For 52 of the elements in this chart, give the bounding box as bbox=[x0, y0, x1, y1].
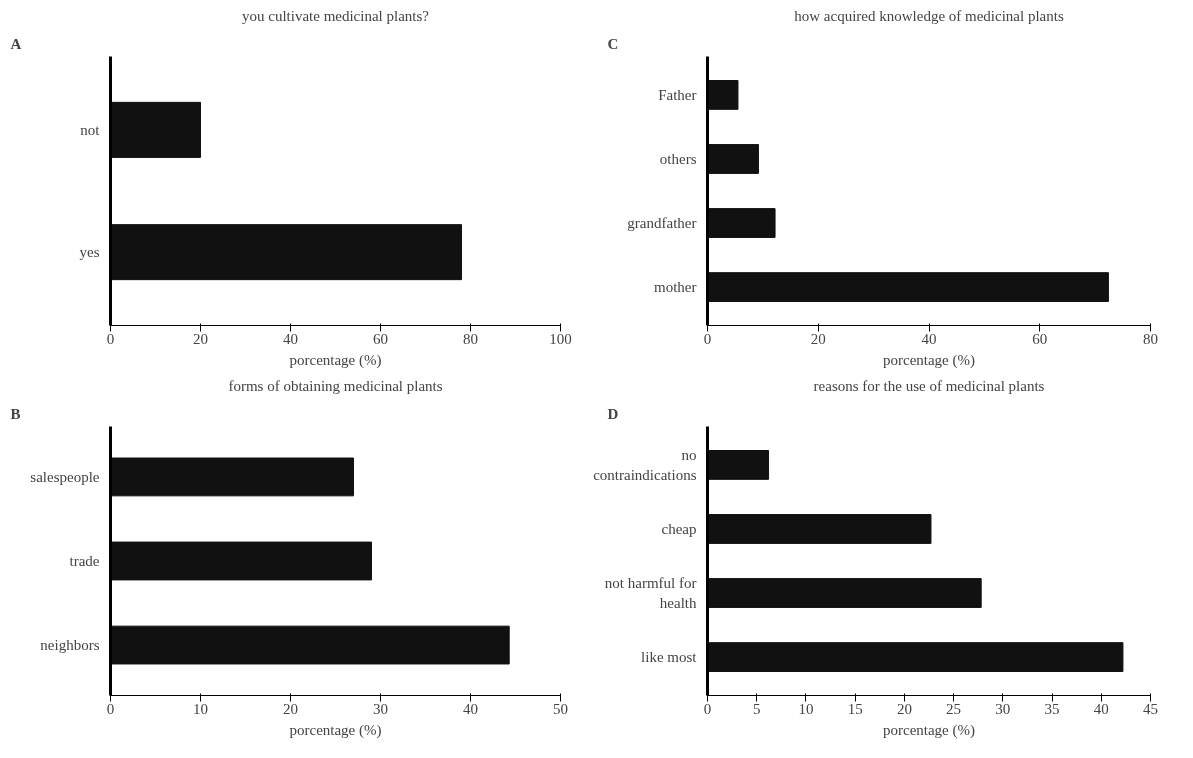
chart-title: you cultivate medicinal plants? bbox=[241, 7, 430, 24]
chart-title: reasons for the use of medicinal plants bbox=[813, 377, 1045, 394]
x-tick-label: 25 bbox=[946, 700, 962, 717]
y-tick-label: others bbox=[659, 150, 697, 167]
x-tick-label: 35 bbox=[1044, 700, 1060, 717]
y-tick-label: Father bbox=[658, 86, 697, 103]
text: D bbox=[607, 405, 619, 422]
x-tick-label: 20 bbox=[810, 330, 826, 347]
x-tick-label: 30 bbox=[373, 700, 388, 717]
y-tick-label: cheap bbox=[661, 520, 697, 537]
x-tick-label: 20 bbox=[896, 700, 912, 717]
x-tick-label: 5 bbox=[752, 700, 761, 717]
chart-title: how acquired knowledge of medicinal plants bbox=[794, 7, 1064, 24]
x-axis-title: porcentage (%) bbox=[882, 351, 976, 369]
y-tick-label: not harmful for health bbox=[604, 575, 697, 611]
y-tick-label: like most bbox=[641, 649, 698, 666]
x-tick-label: 40 bbox=[921, 330, 937, 347]
x-tick-label: 40 bbox=[1093, 700, 1109, 717]
y-tick-label: no contraindications bbox=[593, 447, 697, 483]
x-axis-title: porcentage (%) bbox=[289, 351, 382, 369]
x-tick-label: 40 bbox=[283, 330, 298, 347]
x-tick-label: 40 bbox=[463, 700, 478, 717]
x-tick-label: 0 bbox=[106, 330, 115, 347]
x-tick-label: 100 bbox=[549, 330, 572, 347]
x-tick-label: 45 bbox=[1143, 700, 1158, 717]
text: B bbox=[10, 405, 21, 422]
x-tick-label: 50 bbox=[553, 700, 568, 717]
chart-title: forms of obtaining medicinal plants bbox=[228, 377, 443, 394]
x-tick-label: 10 bbox=[798, 700, 814, 717]
x-axis-title: porcentage (%) bbox=[289, 721, 382, 739]
x-tick-label: 80 bbox=[463, 330, 478, 347]
x-tick-label: 0 bbox=[703, 330, 712, 347]
x-tick-label: 0 bbox=[106, 700, 115, 717]
y-tick-label: yes bbox=[79, 244, 100, 261]
text: C bbox=[607, 35, 619, 52]
x-tick-label: 80 bbox=[1143, 330, 1158, 347]
x-tick-label: 60 bbox=[1032, 330, 1048, 347]
y-tick-label: grandfather bbox=[627, 215, 697, 232]
x-tick-label: 20 bbox=[283, 700, 298, 717]
x-axis-title: porcentage (%) bbox=[882, 721, 976, 739]
x-tick-label: 0 bbox=[703, 700, 712, 717]
x-tick-label: 10 bbox=[193, 700, 208, 717]
text: A bbox=[10, 35, 22, 52]
y-tick-label: not bbox=[80, 121, 101, 138]
y-tick-label: mother bbox=[654, 279, 697, 296]
y-tick-label: salespeople bbox=[30, 468, 100, 485]
x-tick-label: 20 bbox=[193, 330, 208, 347]
y-tick-label: neighbors bbox=[40, 637, 100, 654]
x-tick-label: 15 bbox=[847, 700, 863, 717]
x-tick-label: 60 bbox=[373, 330, 388, 347]
x-tick-label: 30 bbox=[995, 700, 1011, 717]
y-tick-label: trade bbox=[69, 553, 100, 569]
